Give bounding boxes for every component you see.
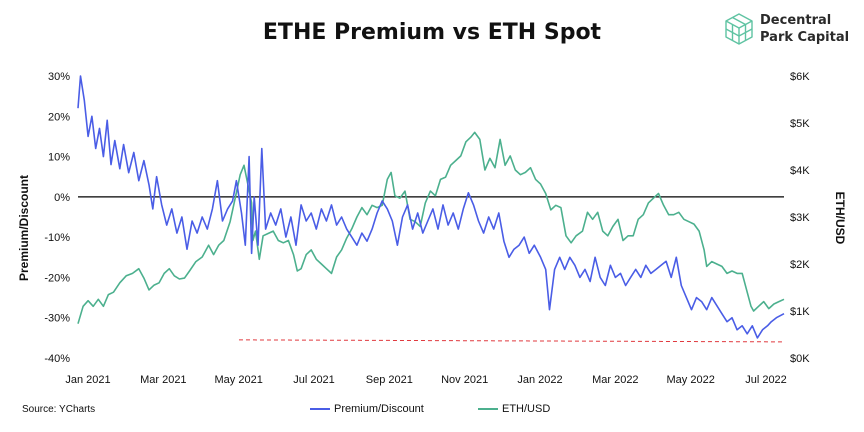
source-note: Source: YCharts — [22, 404, 96, 415]
logo-text-line2: Park Capital — [760, 30, 850, 45]
x-tick-label: Nov 2021 — [441, 374, 488, 386]
legend-swatch-premium — [310, 408, 330, 411]
right-axis-ticks: $6K $5K $4K $3K $2K $1K $0K — [790, 71, 810, 365]
left-axis-ticks: 30% 20% 10% 0% -10% -20% -30% -40% — [44, 71, 70, 365]
y-axis-right-label: ETH/USD — [833, 192, 847, 245]
y-right-tick-label: $4K — [790, 165, 810, 177]
y-right-tick-label: $3K — [790, 212, 810, 224]
series-line-eth-usd — [77, 131, 785, 324]
chart-title: ETHE Premium vs ETH Spot — [262, 20, 602, 45]
y-right-tick-label: $0K — [790, 353, 810, 365]
series-layer — [77, 75, 785, 343]
x-tick-label: Jul 2021 — [293, 374, 335, 386]
legend-item-premium: Premium/Discount — [310, 403, 424, 415]
y-axis-left-label: Premium/Discount — [17, 175, 31, 281]
y-right-tick-label: $2K — [790, 259, 810, 271]
legend-swatch-eth — [478, 408, 498, 411]
x-axis-ticks: Jan 2021 Mar 2021 May 2021 Jul 2021 Sep 2021… — [65, 374, 786, 386]
x-tick-label: Jan 2021 — [65, 374, 110, 386]
y-left-tick-label: -30% — [44, 313, 70, 325]
x-tick-label: Sep 2021 — [366, 374, 413, 386]
y-right-tick-label: $1K — [790, 306, 810, 318]
series-line-premium-discount — [77, 75, 785, 339]
y-left-tick-label: -40% — [44, 353, 70, 365]
legend: Premium/Discount ETH/USD — [0, 400, 864, 420]
reference-dashed-line — [238, 339, 785, 343]
y-left-tick-label: -10% — [44, 232, 70, 244]
x-tick-label: May 2022 — [667, 374, 715, 386]
logo-text-line1: Decentral — [760, 13, 832, 28]
y-left-tick-label: 20% — [48, 111, 70, 123]
y-left-tick-label: 10% — [48, 152, 70, 164]
x-tick-label: Mar 2022 — [592, 374, 638, 386]
legend-item-eth: ETH/USD — [478, 403, 550, 415]
y-left-tick-label: 30% — [48, 71, 70, 83]
y-left-tick-label: 0% — [54, 192, 70, 204]
cube-logo-icon — [725, 13, 753, 45]
x-tick-label: Jul 2022 — [745, 374, 787, 386]
legend-label-premium: Premium/Discount — [334, 403, 424, 415]
legend-label-eth: ETH/USD — [502, 403, 551, 415]
x-tick-label: May 2021 — [215, 374, 263, 386]
y-left-tick-label: -20% — [44, 272, 70, 284]
y-right-tick-label: $6K — [790, 71, 810, 83]
y-right-tick-label: $5K — [790, 118, 810, 130]
x-tick-label: Jan 2022 — [517, 374, 562, 386]
company-logo: Decentral Park Capital — [724, 12, 864, 48]
x-tick-label: Mar 2021 — [140, 374, 186, 386]
